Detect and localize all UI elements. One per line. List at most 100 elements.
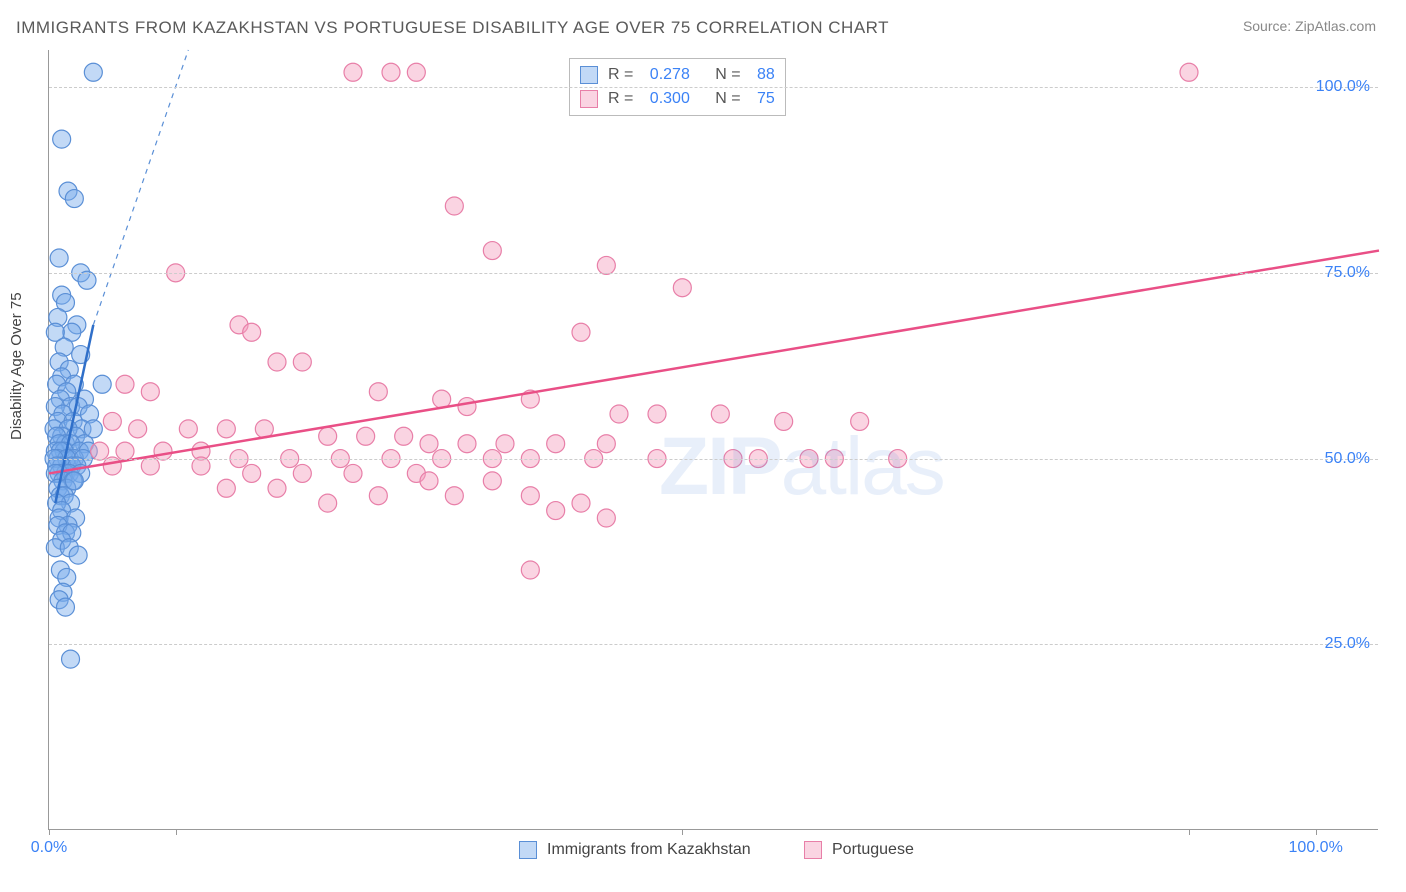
chart-title: IMMIGRANTS FROM KAZAKHSTAN VS PORTUGUESE… [16,18,889,38]
chart-svg [49,50,1378,829]
data-point [483,242,501,260]
data-point [154,442,172,460]
xtick-mark [1189,829,1190,835]
data-point [597,435,615,453]
data-point [673,279,691,297]
data-point [420,472,438,490]
data-point [243,464,261,482]
data-point [243,323,261,341]
swatch-blue-icon [580,66,598,84]
correlation-row-blue: R = 0.278 N = 88 [580,63,775,87]
data-point [69,546,87,564]
data-point [711,405,729,423]
data-point [65,190,83,208]
data-point [268,353,286,371]
data-point [293,464,311,482]
xtick-mark [682,829,683,835]
data-point [610,405,628,423]
series-label-pink: Portuguese [832,841,914,859]
data-point [91,442,109,460]
data-point [78,271,96,289]
n-value-blue: 88 [757,63,775,87]
data-point [50,249,68,267]
data-point [775,412,793,430]
series-legend-blue: Immigrants from Kazakhstan [519,841,751,859]
data-point [268,479,286,497]
trendline-blue-extrapolated [93,50,188,325]
data-point [344,464,362,482]
data-point [84,63,102,81]
data-point [483,472,501,490]
data-point [141,457,159,475]
data-point [357,427,375,445]
data-point [116,442,134,460]
trendline-pink [49,251,1379,474]
data-point [116,375,134,393]
data-point [319,494,337,512]
data-point [293,353,311,371]
data-point [395,427,413,445]
xtick-mark [49,829,50,835]
gridline [49,459,1378,460]
data-point [458,398,476,416]
r-label: R = [608,87,633,111]
n-label: N = [715,87,740,111]
xtick-label: 0.0% [31,839,67,857]
data-point [344,63,362,81]
data-point [521,561,539,579]
data-point [648,405,666,423]
xtick-mark [1316,829,1317,835]
data-point [407,63,425,81]
data-point [458,435,476,453]
y-axis-label: Disability Age Over 75 [8,292,25,440]
n-label: N = [715,63,740,87]
data-point [445,487,463,505]
r-value-blue: 0.278 [650,63,690,87]
data-point [445,197,463,215]
plot-area: ZIPatlas R = 0.278 N = 88 R = 0.300 N = … [48,50,1378,830]
series-legend-pink: Portuguese [804,841,914,859]
data-point [56,598,74,616]
swatch-pink-icon [804,841,822,859]
data-point [103,412,121,430]
data-point [496,435,514,453]
ytick-label: 25.0% [1325,635,1370,653]
series-label-blue: Immigrants from Kazakhstan [547,841,751,859]
xtick-label: 100.0% [1289,839,1343,857]
data-point [597,256,615,274]
source-label: Source: [1243,18,1291,34]
data-point [547,435,565,453]
gridline [49,273,1378,274]
r-label: R = [608,63,633,87]
data-point [319,427,337,445]
data-point [572,494,590,512]
data-point [217,479,235,497]
data-point [547,502,565,520]
data-point [382,63,400,81]
data-point [572,323,590,341]
gridline [49,87,1378,88]
data-point [597,509,615,527]
source-name: ZipAtlas.com [1295,18,1376,34]
r-value-pink: 0.300 [650,87,690,111]
data-point [53,130,71,148]
data-point [103,457,121,475]
source-attribution: Source: ZipAtlas.com [1243,18,1376,34]
ytick-label: 100.0% [1316,78,1370,96]
data-point [851,412,869,430]
data-point [141,383,159,401]
swatch-pink-icon [580,90,598,108]
data-point [1180,63,1198,81]
data-point [369,383,387,401]
ytick-label: 50.0% [1325,450,1370,468]
data-point [217,420,235,438]
data-point [369,487,387,505]
ytick-label: 75.0% [1325,264,1370,282]
swatch-blue-icon [519,841,537,859]
xtick-mark [176,829,177,835]
data-point [521,487,539,505]
data-point [129,420,147,438]
data-point [62,650,80,668]
data-point [420,435,438,453]
correlation-row-pink: R = 0.300 N = 75 [580,87,775,111]
